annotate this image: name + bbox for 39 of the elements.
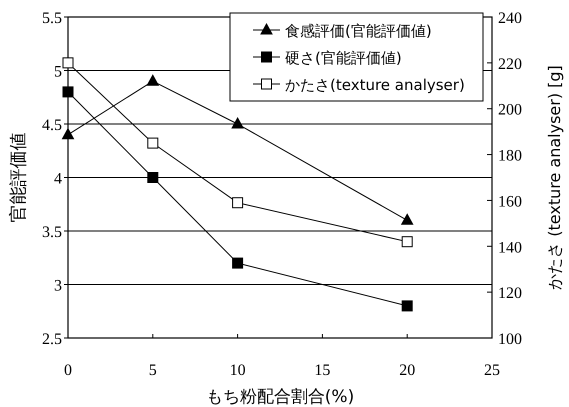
- point: [146, 74, 159, 86]
- point: [402, 300, 413, 312]
- legend-label: 食感評価(官能評価値): [285, 22, 432, 40]
- y-tick-label: 3: [54, 278, 62, 294]
- y2-tick-label: 240: [498, 10, 522, 27]
- y-tick-label: 5.5: [42, 10, 62, 27]
- x-tick-label: 10: [230, 362, 246, 379]
- y-tick-label: 2.5: [42, 331, 62, 348]
- point: [232, 118, 244, 128]
- y-tick-label: 4.5: [42, 117, 62, 134]
- x-axis-title: もち粉配合割合(%): [206, 387, 354, 407]
- y2-tick-label: 120: [498, 285, 522, 302]
- point: [401, 214, 414, 225]
- y2-tick-label: 180: [498, 148, 522, 165]
- point: [62, 86, 74, 98]
- y2-axis-title: かたさ (texture analyser) [g]: [545, 65, 564, 290]
- legend-label: 硬さ(官能評価値): [285, 49, 402, 67]
- point: [147, 138, 158, 149]
- y2-tick-label: 200: [498, 102, 522, 119]
- y2-tick-label: 220: [498, 56, 522, 73]
- y-tick-label: 3.5: [42, 224, 62, 241]
- y2-tick-label: 100: [498, 331, 522, 348]
- point: [62, 57, 74, 68]
- point: [62, 128, 74, 140]
- y-axis-title: 官能評価値: [8, 132, 29, 222]
- x-tick-label: 0: [64, 362, 72, 379]
- x-tick-label: 20: [399, 362, 416, 379]
- point: [402, 236, 413, 248]
- x-tick-label: 5: [148, 362, 157, 379]
- point: [147, 172, 158, 183]
- y2-tick-label: 160: [498, 193, 522, 210]
- point: [232, 258, 244, 269]
- x-tick-label: 25: [484, 362, 500, 379]
- y-tick-label: 4: [54, 170, 62, 188]
- y-tick-label: 5: [54, 64, 62, 80]
- legend-label: かたさ(texture analyser): [285, 76, 465, 94]
- x-tick-label: 15: [314, 362, 330, 379]
- point: [232, 197, 244, 208]
- y2-tick-label: 140: [498, 239, 522, 256]
